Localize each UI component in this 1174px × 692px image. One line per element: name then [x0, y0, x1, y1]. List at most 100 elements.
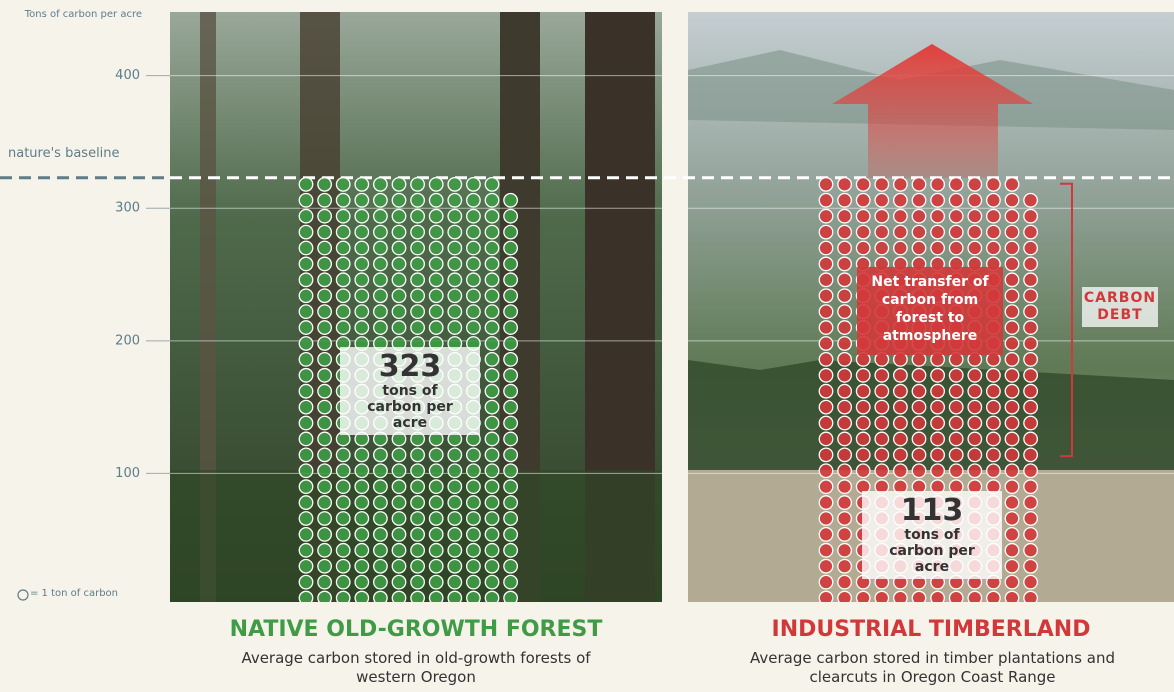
carbon-dot — [894, 194, 908, 208]
carbon-dot — [374, 289, 388, 303]
carbon-dot — [318, 559, 332, 573]
carbon-dot — [299, 353, 313, 367]
carbon-dot — [355, 257, 369, 271]
carbon-dot — [875, 591, 889, 605]
carbon-dot — [448, 559, 462, 573]
carbon-dot — [429, 559, 443, 573]
carbon-dot — [485, 369, 499, 383]
carbon-dot — [299, 305, 313, 319]
carbon-dot — [392, 464, 406, 478]
carbon-dot — [838, 464, 852, 478]
carbon-dot — [318, 273, 332, 287]
carbon-dot — [318, 416, 332, 430]
carbon-dot — [931, 432, 945, 446]
carbon-dot — [1005, 559, 1019, 573]
carbon-dot — [336, 209, 350, 223]
carbon-dot — [819, 384, 833, 398]
carbon-dot — [875, 241, 889, 255]
carbon-dot — [467, 305, 481, 319]
carbon-dot — [1024, 241, 1038, 255]
carbon-dot — [411, 321, 425, 335]
carbon-dot — [504, 321, 518, 335]
carbon-dot — [318, 464, 332, 478]
carbon-dot — [318, 448, 332, 462]
carbon-dot — [1005, 194, 1019, 208]
infographic: 100200300400 Tons of carbon per acre nat… — [0, 0, 1174, 692]
carbon-dot — [467, 209, 481, 223]
carbon-dot — [1005, 305, 1019, 319]
carbon-dot — [374, 321, 388, 335]
carbon-dot — [819, 480, 833, 494]
carbon-dot — [355, 591, 369, 605]
carbon-dot — [355, 194, 369, 208]
carbon-dot — [448, 464, 462, 478]
carbon-dot — [819, 178, 833, 192]
carbon-dot — [429, 591, 443, 605]
carbon-dot — [987, 178, 1001, 192]
carbon-dot — [949, 416, 963, 430]
carbon-dot — [411, 178, 425, 192]
carbon-dot — [336, 178, 350, 192]
carbon-dot — [894, 432, 908, 446]
carbon-dot — [299, 257, 313, 271]
carbon-dot — [318, 257, 332, 271]
carbon-dot — [429, 464, 443, 478]
carbon-dot — [838, 384, 852, 398]
carbon-dot — [318, 225, 332, 239]
carbon-dot — [448, 209, 462, 223]
carbon-dot — [987, 400, 1001, 414]
carbon-dot — [504, 559, 518, 573]
carbon-dot — [912, 384, 926, 398]
carbon-dot — [819, 400, 833, 414]
carbon-dot — [856, 369, 870, 383]
carbon-dot — [299, 209, 313, 223]
carbon-dot — [467, 591, 481, 605]
carbon-dot — [411, 225, 425, 239]
carbon-dot — [1024, 400, 1038, 414]
carbon-dot — [504, 225, 518, 239]
carbon-dot — [912, 448, 926, 462]
carbon-dot — [912, 178, 926, 192]
carbon-dot — [485, 432, 499, 446]
carbon-dot — [448, 257, 462, 271]
carbon-dot — [819, 591, 833, 605]
carbon-dot — [1005, 321, 1019, 335]
carbon-dot — [299, 559, 313, 573]
carbon-dot — [318, 241, 332, 255]
carbon-dot — [448, 241, 462, 255]
carbon-dot — [485, 416, 499, 430]
carbon-dot — [374, 464, 388, 478]
carbon-dot — [355, 512, 369, 526]
carbon-dot — [894, 416, 908, 430]
carbon-dot — [931, 178, 945, 192]
carbon-dot — [968, 178, 982, 192]
carbon-dot — [374, 559, 388, 573]
carbon-dot — [467, 273, 481, 287]
carbon-dot — [819, 464, 833, 478]
carbon-dot — [318, 384, 332, 398]
carbon-dot — [467, 480, 481, 494]
carbon-dot — [838, 591, 852, 605]
carbon-dot — [448, 591, 462, 605]
carbon-dot — [838, 305, 852, 319]
carbon-dot — [912, 432, 926, 446]
carbon-dot — [504, 289, 518, 303]
carbon-dot — [504, 432, 518, 446]
carbon-dot — [299, 289, 313, 303]
carbon-dot — [875, 464, 889, 478]
carbon-dot — [467, 194, 481, 208]
carbon-dot — [1005, 289, 1019, 303]
carbon-dot — [856, 241, 870, 255]
carbon-dot — [504, 512, 518, 526]
carbon-dot — [374, 194, 388, 208]
carbon-dot — [987, 369, 1001, 383]
carbon-dot — [374, 496, 388, 510]
carbon-dot — [838, 400, 852, 414]
carbon-dot — [411, 528, 425, 542]
carbon-dot — [819, 273, 833, 287]
carbon-dot — [318, 353, 332, 367]
carbon-dot — [819, 257, 833, 271]
carbon-dot — [336, 448, 350, 462]
carbon-dot — [355, 305, 369, 319]
carbon-dot — [504, 544, 518, 558]
